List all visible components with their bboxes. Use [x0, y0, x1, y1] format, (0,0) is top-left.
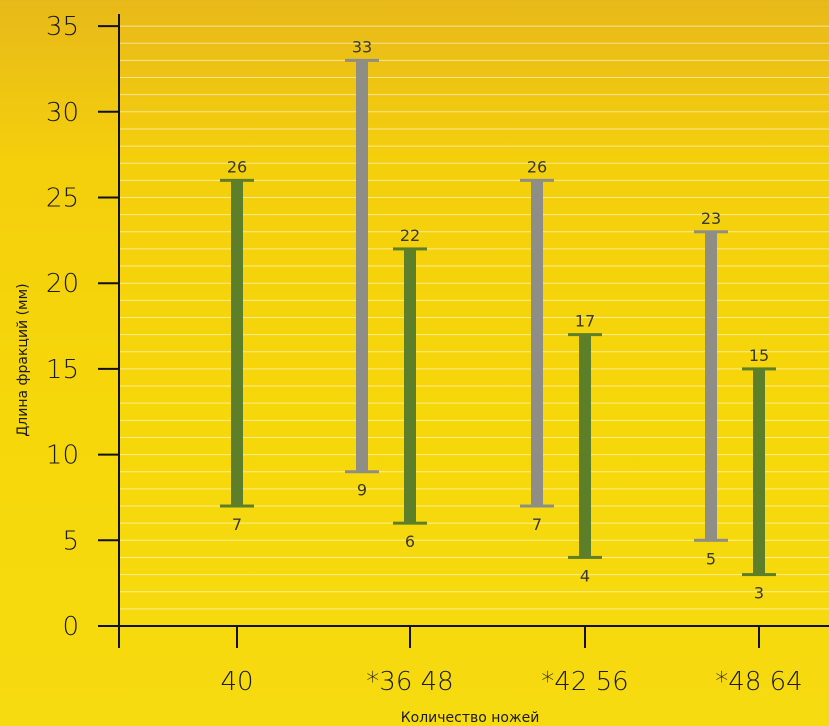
x-tick-label: *36 48 [366, 667, 453, 697]
y-tick-label: 5 [62, 526, 79, 556]
range-bar-bottom-cap [520, 504, 554, 508]
data-label-low: 7 [232, 515, 242, 534]
y-tick-label: 35 [46, 12, 79, 42]
range-bar-top-cap [568, 333, 602, 337]
range-bar-top-cap [694, 230, 728, 234]
gridlines [120, 25, 829, 610]
data-label-low: 7 [532, 515, 542, 534]
data-label-low: 3 [754, 584, 764, 603]
range-bar [231, 180, 243, 507]
range-bar-bottom-cap [742, 573, 776, 577]
range-bars [220, 58, 776, 577]
data-label-high: 17 [575, 312, 595, 331]
y-axis-title: Длина фракций (мм) [15, 283, 31, 436]
data-label-high: 15 [749, 346, 769, 365]
data-label-high: 22 [400, 226, 420, 245]
data-label-high: 26 [227, 157, 247, 176]
y-tick-label: 30 [46, 98, 79, 128]
x-tick-label: 40 [220, 667, 253, 697]
y-tick-label: 10 [46, 441, 79, 471]
y-tick-label: 25 [46, 184, 79, 214]
range-bar [579, 334, 591, 558]
range-bar-bottom-cap [568, 555, 602, 559]
data-label-low: 6 [405, 532, 415, 551]
x-tick-label: *42 56 [541, 667, 628, 697]
range-bar-bottom-cap [694, 538, 728, 542]
data-label-low: 5 [706, 549, 716, 568]
range-bar-bottom-cap [220, 504, 254, 508]
y-tick-label: 15 [46, 355, 79, 385]
x-tick-label: *48 64 [715, 667, 802, 697]
data-label-high: 23 [701, 209, 721, 228]
range-bar [356, 60, 368, 472]
data-labels: 26 7 33 9 22 6 26 7 17 4 23 5 15 3 [227, 37, 769, 602]
data-label-low: 9 [357, 481, 367, 500]
range-bar [404, 248, 416, 524]
range-bar [531, 180, 543, 507]
y-tick-label: 0 [62, 612, 79, 642]
data-label-high: 33 [352, 37, 372, 56]
range-bar-bottom-cap [393, 521, 427, 525]
range-bar-top-cap [520, 178, 554, 182]
range-bar-top-cap [393, 247, 427, 251]
range-bar [705, 231, 717, 541]
range-bar [753, 368, 765, 575]
range-bar-bottom-cap [345, 470, 379, 474]
data-label-low: 4 [580, 566, 590, 585]
range-bar-top-cap [220, 178, 254, 182]
axes [98, 14, 829, 648]
data-label-high: 26 [527, 157, 547, 176]
x-axis-title: Количество ножей [401, 710, 540, 726]
y-tick-label: 20 [46, 269, 79, 299]
range-bar-top-cap [742, 367, 776, 371]
range-bar-top-cap [345, 58, 379, 62]
